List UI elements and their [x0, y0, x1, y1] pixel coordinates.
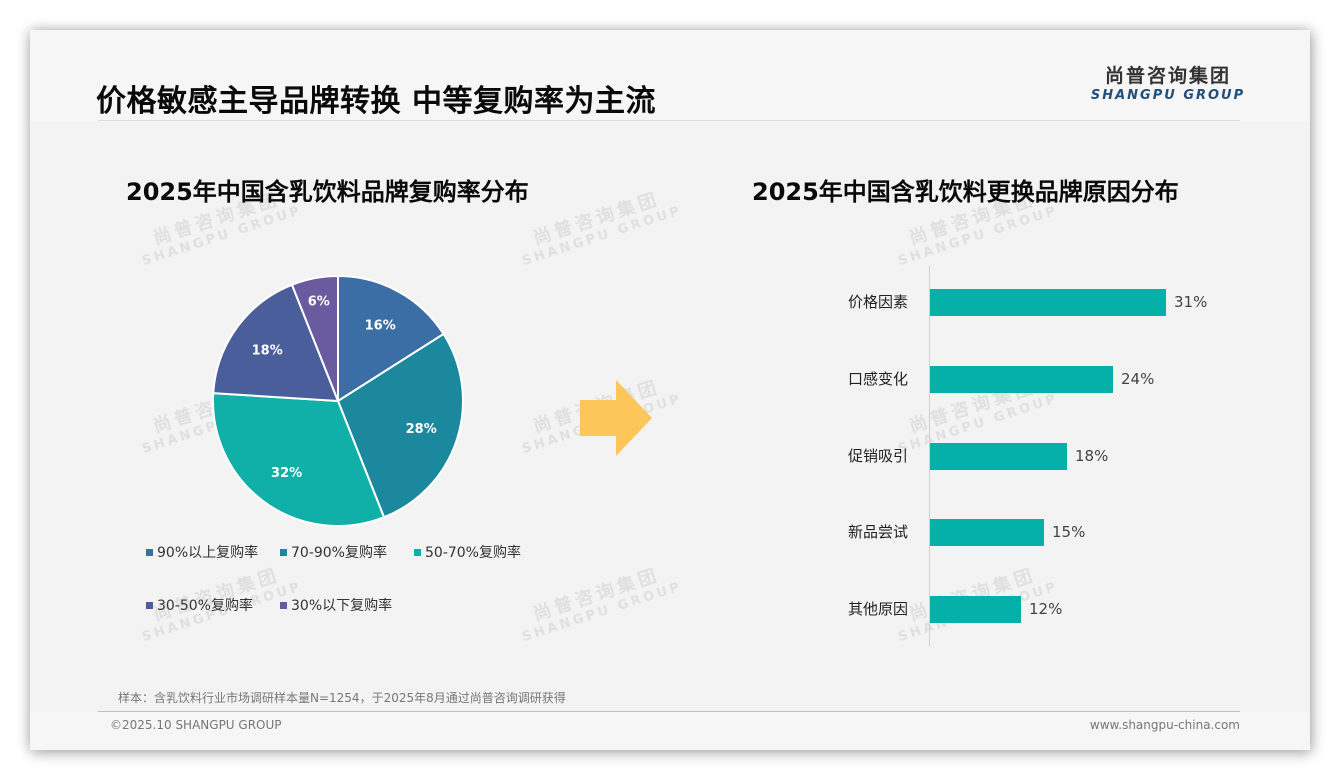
legend-item: 70-90%复购率: [280, 542, 387, 562]
legend-swatch: [146, 601, 153, 609]
bar-category-label: 口感变化: [848, 370, 909, 388]
bar-category-label: 新品尝试: [848, 523, 909, 541]
bar-category-label: 促销吸引: [848, 447, 909, 465]
pie-chart-title: 2025年中国含乳饮料品牌复购率分布: [126, 178, 529, 206]
bar-chart-axis: [929, 266, 930, 646]
bar-value-label: 24%: [1121, 370, 1155, 388]
legend-swatch: [146, 548, 153, 556]
legend-swatch: [414, 548, 421, 556]
legend-label: 30-50%复购率: [157, 598, 253, 614]
bar-category-label: 其他原因: [848, 600, 909, 618]
slide: 价格敏感主导品牌转换 中等复购率为主流 尚普咨询集团 SHANGPU GROUP…: [30, 30, 1310, 750]
bar-value-label: 15%: [1052, 523, 1086, 541]
logo-en: SHANGPU GROUP: [1090, 88, 1246, 103]
footer-band: [30, 712, 1310, 750]
website-link[interactable]: www.shangpu-china.com: [1089, 718, 1240, 732]
pie-slice: [212, 283, 340, 403]
pie-slice: [290, 274, 339, 402]
legend-label: 50-70%复购率: [425, 545, 521, 561]
logo-cn: 尚普咨询集团: [1104, 65, 1231, 87]
company-logo: 尚普咨询集团 SHANGPU GROUP: [1088, 64, 1248, 104]
bar-chart-title: 2025年中国含乳饮料更换品牌原因分布: [752, 178, 1179, 206]
pie-slice-label: 16%: [365, 318, 396, 333]
pie-slice: [212, 392, 386, 527]
legend-swatch: [280, 601, 287, 609]
page-title: 价格敏感主导品牌转换 中等复购率为主流: [96, 84, 656, 119]
pie-slice: [337, 274, 445, 403]
legend-item: 50-70%复购率: [414, 542, 521, 562]
legend-label: 70-90%复购率: [291, 545, 387, 561]
legend-item: 90%以上复购率: [146, 542, 258, 562]
pie-chart-svg: 16% 28% 32% 18% 6%: [212, 274, 464, 527]
title-divider: [98, 120, 1240, 121]
legend-label: 90%以上复购率: [157, 545, 259, 561]
pie-slice-label: 18%: [252, 344, 283, 359]
pie-slice-label: 6%: [308, 294, 330, 309]
bar-value-label: 12%: [1029, 600, 1063, 618]
pie-slice-label: 32%: [271, 466, 302, 481]
bar: [930, 596, 1021, 623]
pie-chart: 16% 28% 32% 18% 6%: [208, 271, 468, 531]
bar: [930, 443, 1067, 470]
header-band: [30, 30, 1310, 122]
legend-swatch: [280, 548, 287, 556]
bar-value-label: 18%: [1075, 447, 1109, 465]
legend-item: 30-50%复购率: [146, 595, 253, 615]
bar: [930, 519, 1044, 546]
right-arrow-icon: [580, 380, 652, 456]
bar-category-label: 价格因素: [848, 293, 909, 311]
bar-value-label: 31%: [1174, 293, 1208, 311]
legend-item: 30%以下复购率: [280, 595, 392, 615]
legend-label: 30%以下复购率: [291, 598, 393, 614]
bar: [930, 289, 1166, 316]
bar: [930, 366, 1113, 393]
pie-slice-label: 28%: [406, 422, 437, 437]
pie-slice: [336, 332, 464, 519]
sample-note: 样本：含乳饮料行业市场调研样本量N=1254，于2025年8月通过尚普咨询调研获…: [118, 691, 566, 705]
footer-divider: [98, 711, 1240, 712]
copyright: ©2025.10 SHANGPU GROUP: [110, 718, 282, 732]
